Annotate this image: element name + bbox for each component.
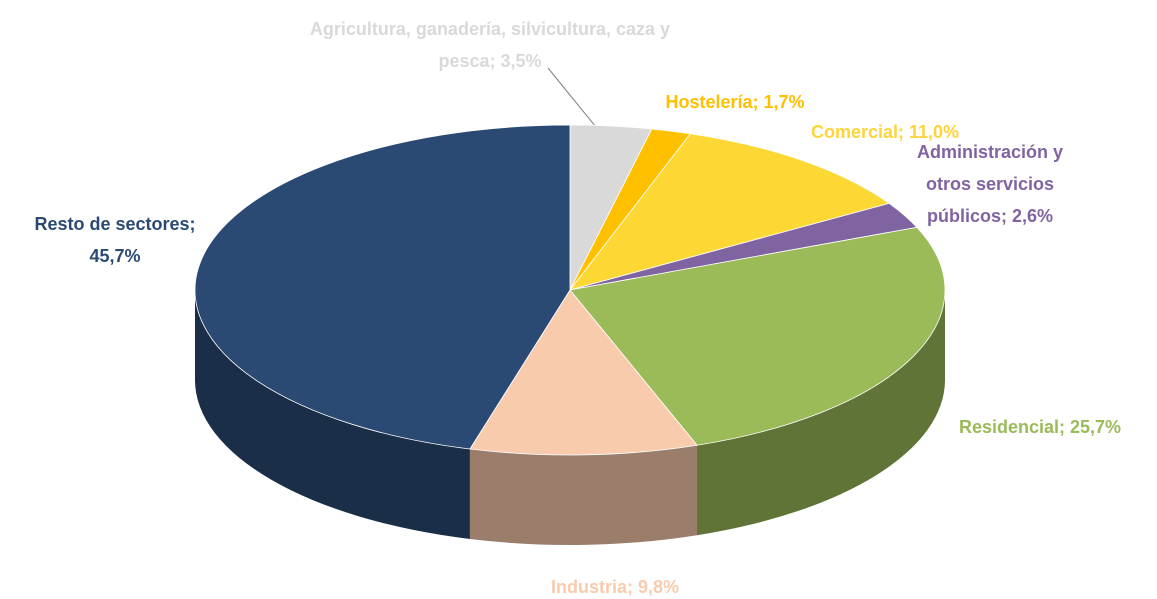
slice [194,124,571,450]
slice-side [195,290,470,540]
data-label: Industria; 9,8% [551,577,679,597]
data-label: Agricultura, ganadería, silvicultura, ca… [310,19,670,71]
leader-line [547,67,601,133]
data-label-line: 45,7% [89,246,140,266]
data-label: Administración y otros servicios públicos;… [917,142,1063,226]
data-label-line: Resto de sectores; [34,214,195,234]
data-label-line: Comercial; 11,0% [811,122,959,142]
data-label-line: Industria; 9,8% [551,577,679,597]
data-label: Comercial; 11,0% [811,122,959,142]
data-label-line: pesca; 3,5% [438,51,541,71]
data-label-line: otros servicios [926,174,1054,194]
data-label-line: Agricultura, ganadería, silvicultura, ca… [310,19,670,39]
data-label: Residencial; 25,7% [959,417,1121,437]
slice [469,289,698,456]
data-label: Hostelería; 1,7% [665,92,804,112]
slice-side [469,445,698,545]
slice [569,226,946,446]
slice-tops [194,124,946,456]
data-label-line: públicos; 2,6% [927,206,1053,226]
data-label: Resto de sectores; 45,7% [34,214,195,266]
slice [568,133,891,291]
data-label-line: Residencial; 25,7% [959,417,1121,437]
data-label-line: Administración y [917,142,1063,162]
data-label-line: Hostelería; 1,7% [665,92,804,112]
